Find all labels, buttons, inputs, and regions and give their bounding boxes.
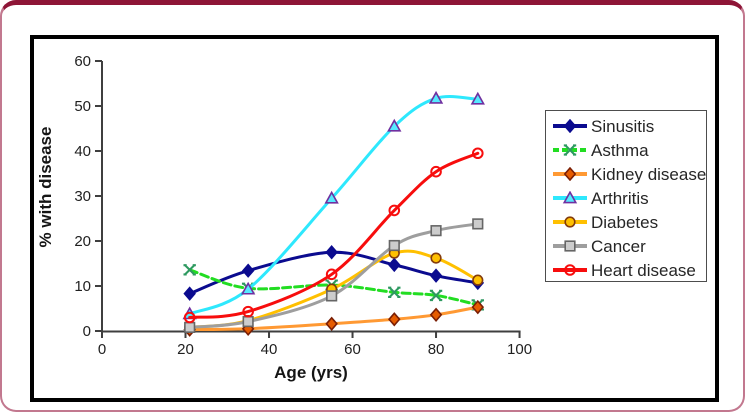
chart-plot: 0 10 20 30 40 50 60 0 20 40 60 80 100	[74, 53, 532, 358]
legend-item-diabetes: Diabetes	[552, 210, 706, 234]
legend-label: Arthritis	[591, 188, 649, 208]
svg-text:20: 20	[177, 341, 194, 358]
legend-item-arthritis: Arthritis	[552, 186, 706, 210]
svg-text:60: 60	[344, 341, 361, 358]
kidney-disease-line-marker-icon	[552, 166, 588, 182]
heart-disease-line-marker-icon	[552, 263, 588, 277]
svg-text:20: 20	[74, 233, 91, 250]
legend-label: Heart disease	[591, 260, 696, 280]
svg-text:40: 40	[74, 143, 91, 160]
sinusitis-line-marker-icon	[552, 118, 588, 134]
svg-text:60: 60	[74, 53, 91, 70]
x-axis-title: Age (yrs)	[274, 363, 348, 382]
svg-text:80: 80	[428, 341, 445, 358]
legend-label: Cancer	[591, 236, 646, 256]
svg-text:40: 40	[261, 341, 278, 358]
svg-text:50: 50	[74, 98, 91, 115]
arthritis-line-marker-icon	[552, 190, 588, 205]
legend-label: Kidney disease	[591, 164, 707, 184]
y-axis-title: % with disease	[36, 126, 55, 248]
asthma-line-marker-icon	[552, 143, 588, 157]
legend-item-asthma: Asthma	[552, 138, 706, 162]
svg-text:100: 100	[507, 341, 532, 358]
svg-text:30: 30	[74, 188, 91, 205]
legend-label: Sinusitis	[591, 116, 655, 136]
chart-panel: 0 10 20 30 40 50 60 0 20 40 60 80 100 % with disease…	[30, 35, 719, 402]
svg-text:0: 0	[98, 341, 106, 358]
cancer-line-marker-icon	[552, 239, 588, 253]
legend-item-cancer: Cancer	[552, 234, 706, 258]
legend-item-sinusitis: Sinusitis	[552, 114, 706, 138]
chart-legend: Sinusitis Asthma Kidney disease Arthriti…	[545, 110, 707, 282]
svg-text:10: 10	[74, 278, 91, 295]
legend-label: Diabetes	[591, 212, 659, 232]
legend-item-heart-disease: Heart disease	[552, 258, 706, 282]
svg-text:0: 0	[83, 323, 91, 340]
legend-item-kidney-disease: Kidney disease	[552, 162, 706, 186]
legend-label: Asthma	[591, 140, 649, 160]
diabetes-line-marker-icon	[552, 215, 588, 229]
